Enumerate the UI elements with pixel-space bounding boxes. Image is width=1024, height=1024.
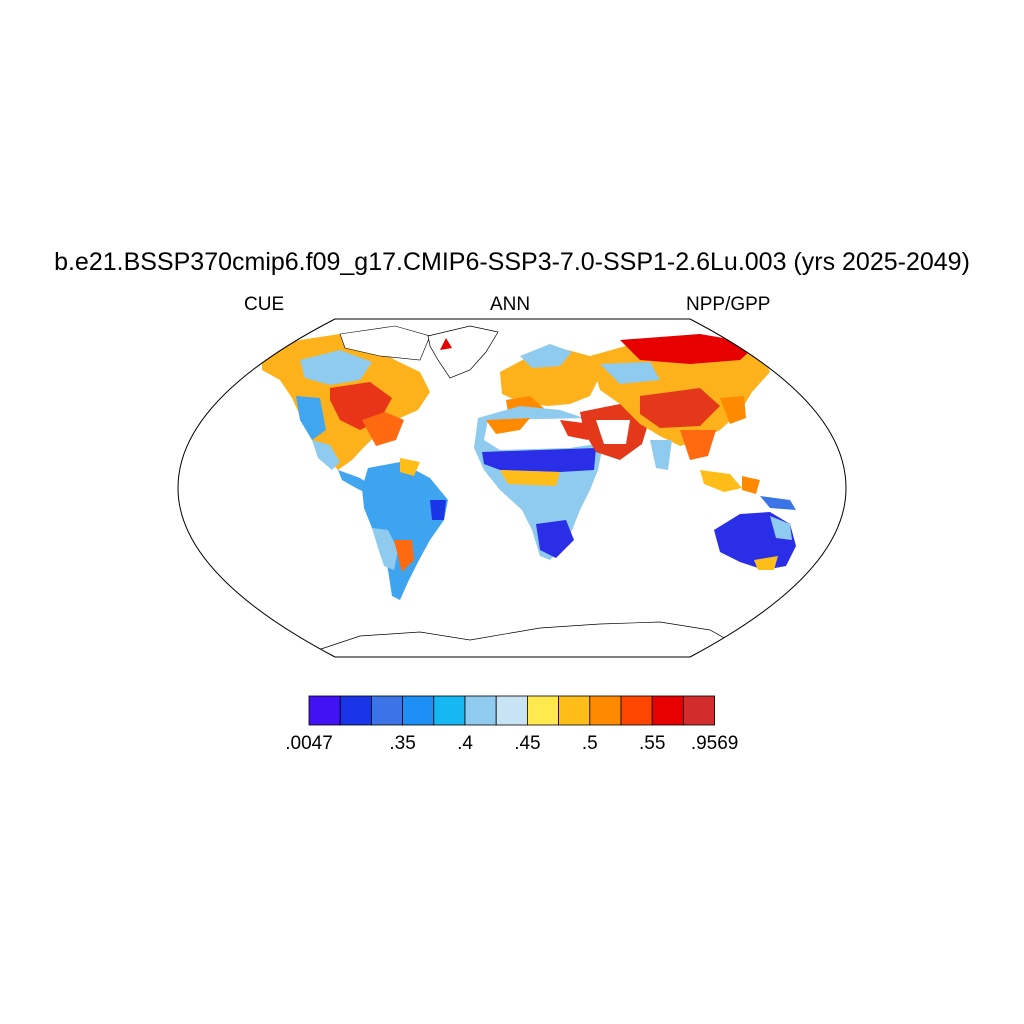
- season-label: ANN: [490, 294, 531, 315]
- colorbar-swatch: [558, 695, 591, 726]
- asia-landmass: [590, 334, 770, 470]
- map-border: [177, 318, 847, 658]
- colorbar-tick-label: .55: [639, 733, 665, 754]
- colorbar-tick-label: .0047: [285, 733, 333, 754]
- colorbar-tick-label: .9569: [691, 733, 739, 754]
- southeast-asia-islands: [700, 470, 796, 510]
- colorbar-tick-label: .35: [389, 733, 415, 754]
- colorbar-swatch: [402, 695, 435, 726]
- plot-title: b.e21.BSSP370cmip6.f09_g17.CMIP6-SSP3-7.…: [54, 248, 970, 276]
- colorbar-swatch: [308, 695, 341, 726]
- north-america-landmass: [262, 325, 431, 470]
- map-panel: [178, 319, 846, 657]
- colorbar-swatch: [683, 695, 716, 726]
- colorbar-swatch: [495, 695, 528, 726]
- units-label: NPP/GPP: [686, 294, 771, 315]
- colorbar-swatch: [589, 695, 622, 726]
- colorbar-tick-label: .5: [582, 733, 598, 754]
- antarctica-landmass: [317, 621, 729, 657]
- africa-landmass: [474, 406, 604, 560]
- colorbar-swatch: [527, 695, 560, 726]
- colorbar-swatch: [651, 695, 684, 726]
- south-america-landmass: [362, 458, 448, 600]
- colorbar-swatch: [464, 695, 497, 726]
- variable-label: CUE: [244, 294, 285, 315]
- australia-landmass: [714, 512, 796, 570]
- colorbar-tick-label: .4: [457, 733, 473, 754]
- colorbar-swatch: [620, 695, 653, 726]
- colorbar-swatch: [370, 695, 403, 726]
- colorbar-swatch: [339, 695, 372, 726]
- colorbar: .0047 .35 .4 .45 .5 .55 .9569: [285, 695, 739, 754]
- colorbar-swatch: [433, 695, 466, 726]
- colorbar-tick-label: .45: [514, 733, 540, 754]
